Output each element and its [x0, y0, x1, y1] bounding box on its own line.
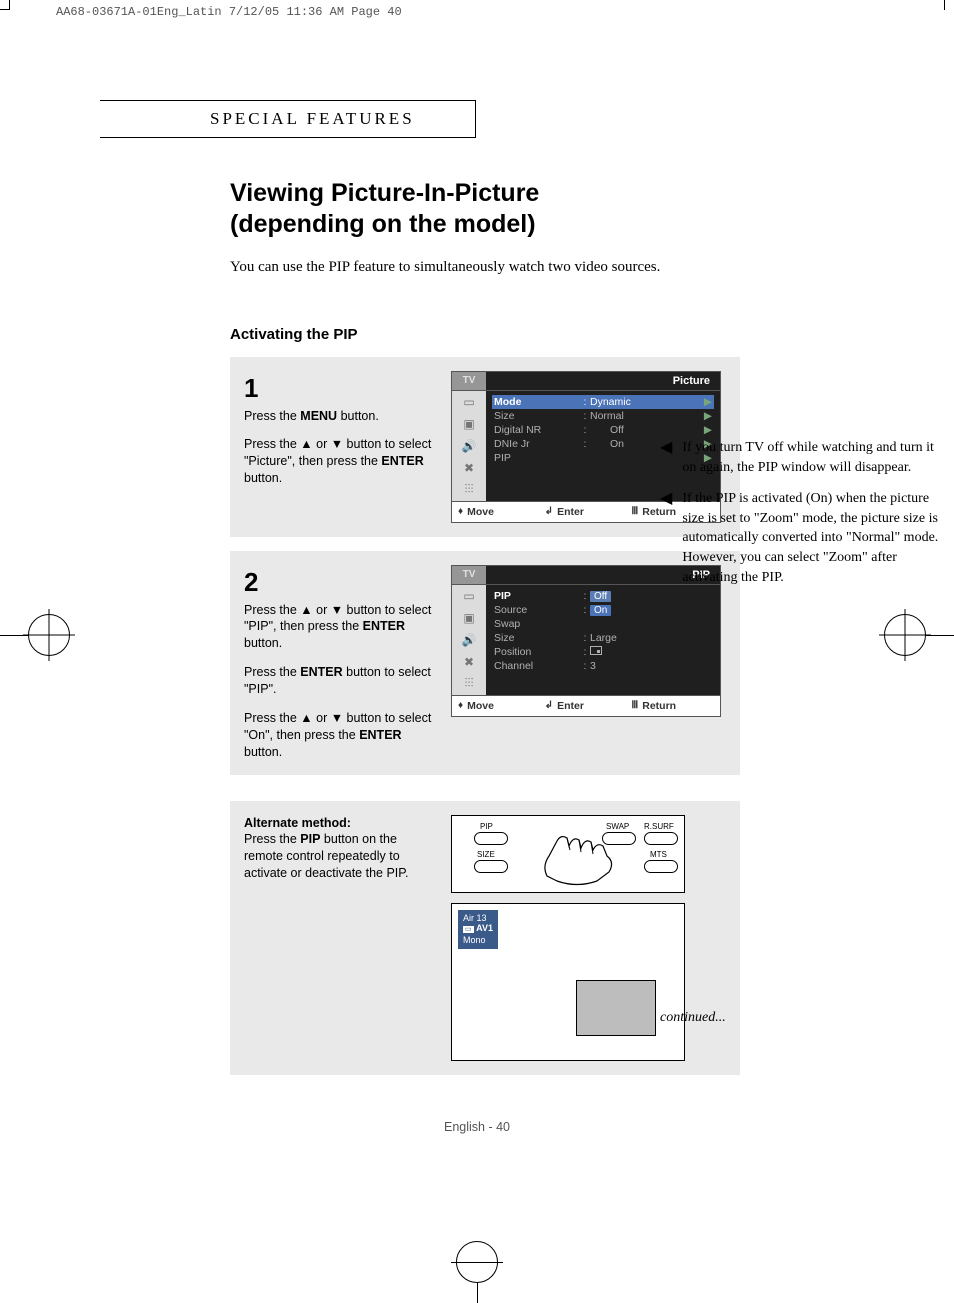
- picture-icon: ▭: [460, 589, 478, 603]
- pip-window: [576, 980, 656, 1036]
- reg-circle: [28, 614, 70, 656]
- note-text: If you turn TV off while watching and tu…: [682, 438, 950, 477]
- sound-icon: ▣: [460, 611, 478, 625]
- osd-row: Size:Normal▶: [492, 409, 714, 423]
- step-text: Press the MENU button.: [244, 408, 439, 425]
- mute-icon: ✖: [460, 655, 478, 669]
- osd-row: Size:Large: [492, 631, 714, 645]
- remote-diagram: PIP SWAP R.SURF SIZE MTS: [451, 815, 685, 893]
- step-text: Press the ▲ or ▼ button to select "On", …: [244, 710, 439, 761]
- remote-rsurf-button: [644, 832, 678, 845]
- step-text: Press the ▲ or ▼ button to select "PIP",…: [244, 602, 439, 653]
- remote-label-pip: PIP: [480, 822, 493, 831]
- remote-label-rsurf: R.SURF: [644, 822, 674, 831]
- note-text: If the PIP is activated (On) when the pi…: [682, 489, 950, 587]
- speaker-icon: 🔊: [460, 633, 478, 647]
- osd-row: Source:On: [492, 603, 714, 617]
- remote-mts-button: [644, 860, 678, 873]
- reg-circle: [456, 1241, 498, 1283]
- remote-label-mts: MTS: [650, 850, 667, 859]
- setup-icon: ⫶⫶⫶: [460, 483, 478, 497]
- note-bullet-icon: ◀: [660, 440, 672, 477]
- sound-icon: ▣: [460, 417, 478, 431]
- remote-label-size: SIZE: [477, 850, 495, 859]
- subheading: Activating the PIP: [230, 326, 860, 343]
- osd-title: Picture: [486, 372, 720, 390]
- step-text: Press the ▲ or ▼ button to select "Pictu…: [244, 436, 439, 487]
- page-number: English - 40: [0, 1120, 954, 1134]
- step-number: 2: [244, 565, 439, 600]
- osd-icon-strip: ▭ ▣ 🔊 ✖ ⫶⫶⫶: [452, 391, 486, 501]
- intro-text: You can use the PIP feature to simultane…: [230, 259, 860, 276]
- alt-heading: Alternate method:: [244, 815, 439, 832]
- section-header: SPECIAL FEATURES: [100, 100, 476, 138]
- print-header: AA68-03671A-01Eng_Latin 7/12/05 11:36 AM…: [56, 5, 402, 19]
- note-bullet-icon: ◀: [660, 491, 672, 587]
- osd-row: Mode:Dynamic▶: [492, 395, 714, 409]
- step-text: Press the ENTER button to select "PIP".: [244, 664, 439, 698]
- osd-tv-label: TV: [452, 372, 486, 390]
- remote-pip-button: [474, 832, 508, 845]
- hand-icon: [537, 826, 627, 886]
- speaker-icon: 🔊: [460, 439, 478, 453]
- mute-icon: ✖: [460, 461, 478, 475]
- osd-tv-label: TV: [452, 566, 486, 584]
- osd-row: Swap: [492, 617, 714, 631]
- setup-icon: ⫶⫶⫶: [460, 677, 478, 691]
- osd-row: Position:: [492, 645, 714, 659]
- section-title: SPECIAL FEATURES: [210, 109, 415, 129]
- tv-overlay: Air 13 ▭ AV1 Mono: [458, 910, 498, 949]
- reg-circle: [884, 614, 926, 656]
- remote-size-button: [474, 860, 508, 873]
- side-notes: ◀ If you turn TV off while watching and …: [660, 438, 950, 599]
- step-number: 1: [244, 371, 439, 406]
- page-title: Viewing Picture-In-Picture (depending on…: [230, 178, 860, 241]
- alternate-method: Alternate method: Press the PIP button o…: [230, 801, 740, 1075]
- osd-row: Digital NR:Off▶: [492, 423, 714, 437]
- alt-text: Press the PIP button on the remote contr…: [244, 831, 439, 882]
- continued-label: continued...: [660, 1010, 726, 1026]
- tv-screenshot: Air 13 ▭ AV1 Mono: [451, 903, 685, 1061]
- osd-row: Channel:3: [492, 659, 714, 673]
- osd-footer: ♦Move ↲Enter ⅢReturn: [451, 696, 721, 717]
- picture-icon: ▭: [460, 395, 478, 409]
- osd-icon-strip: ▭ ▣ 🔊 ✖ ⫶⫶⫶: [452, 585, 486, 695]
